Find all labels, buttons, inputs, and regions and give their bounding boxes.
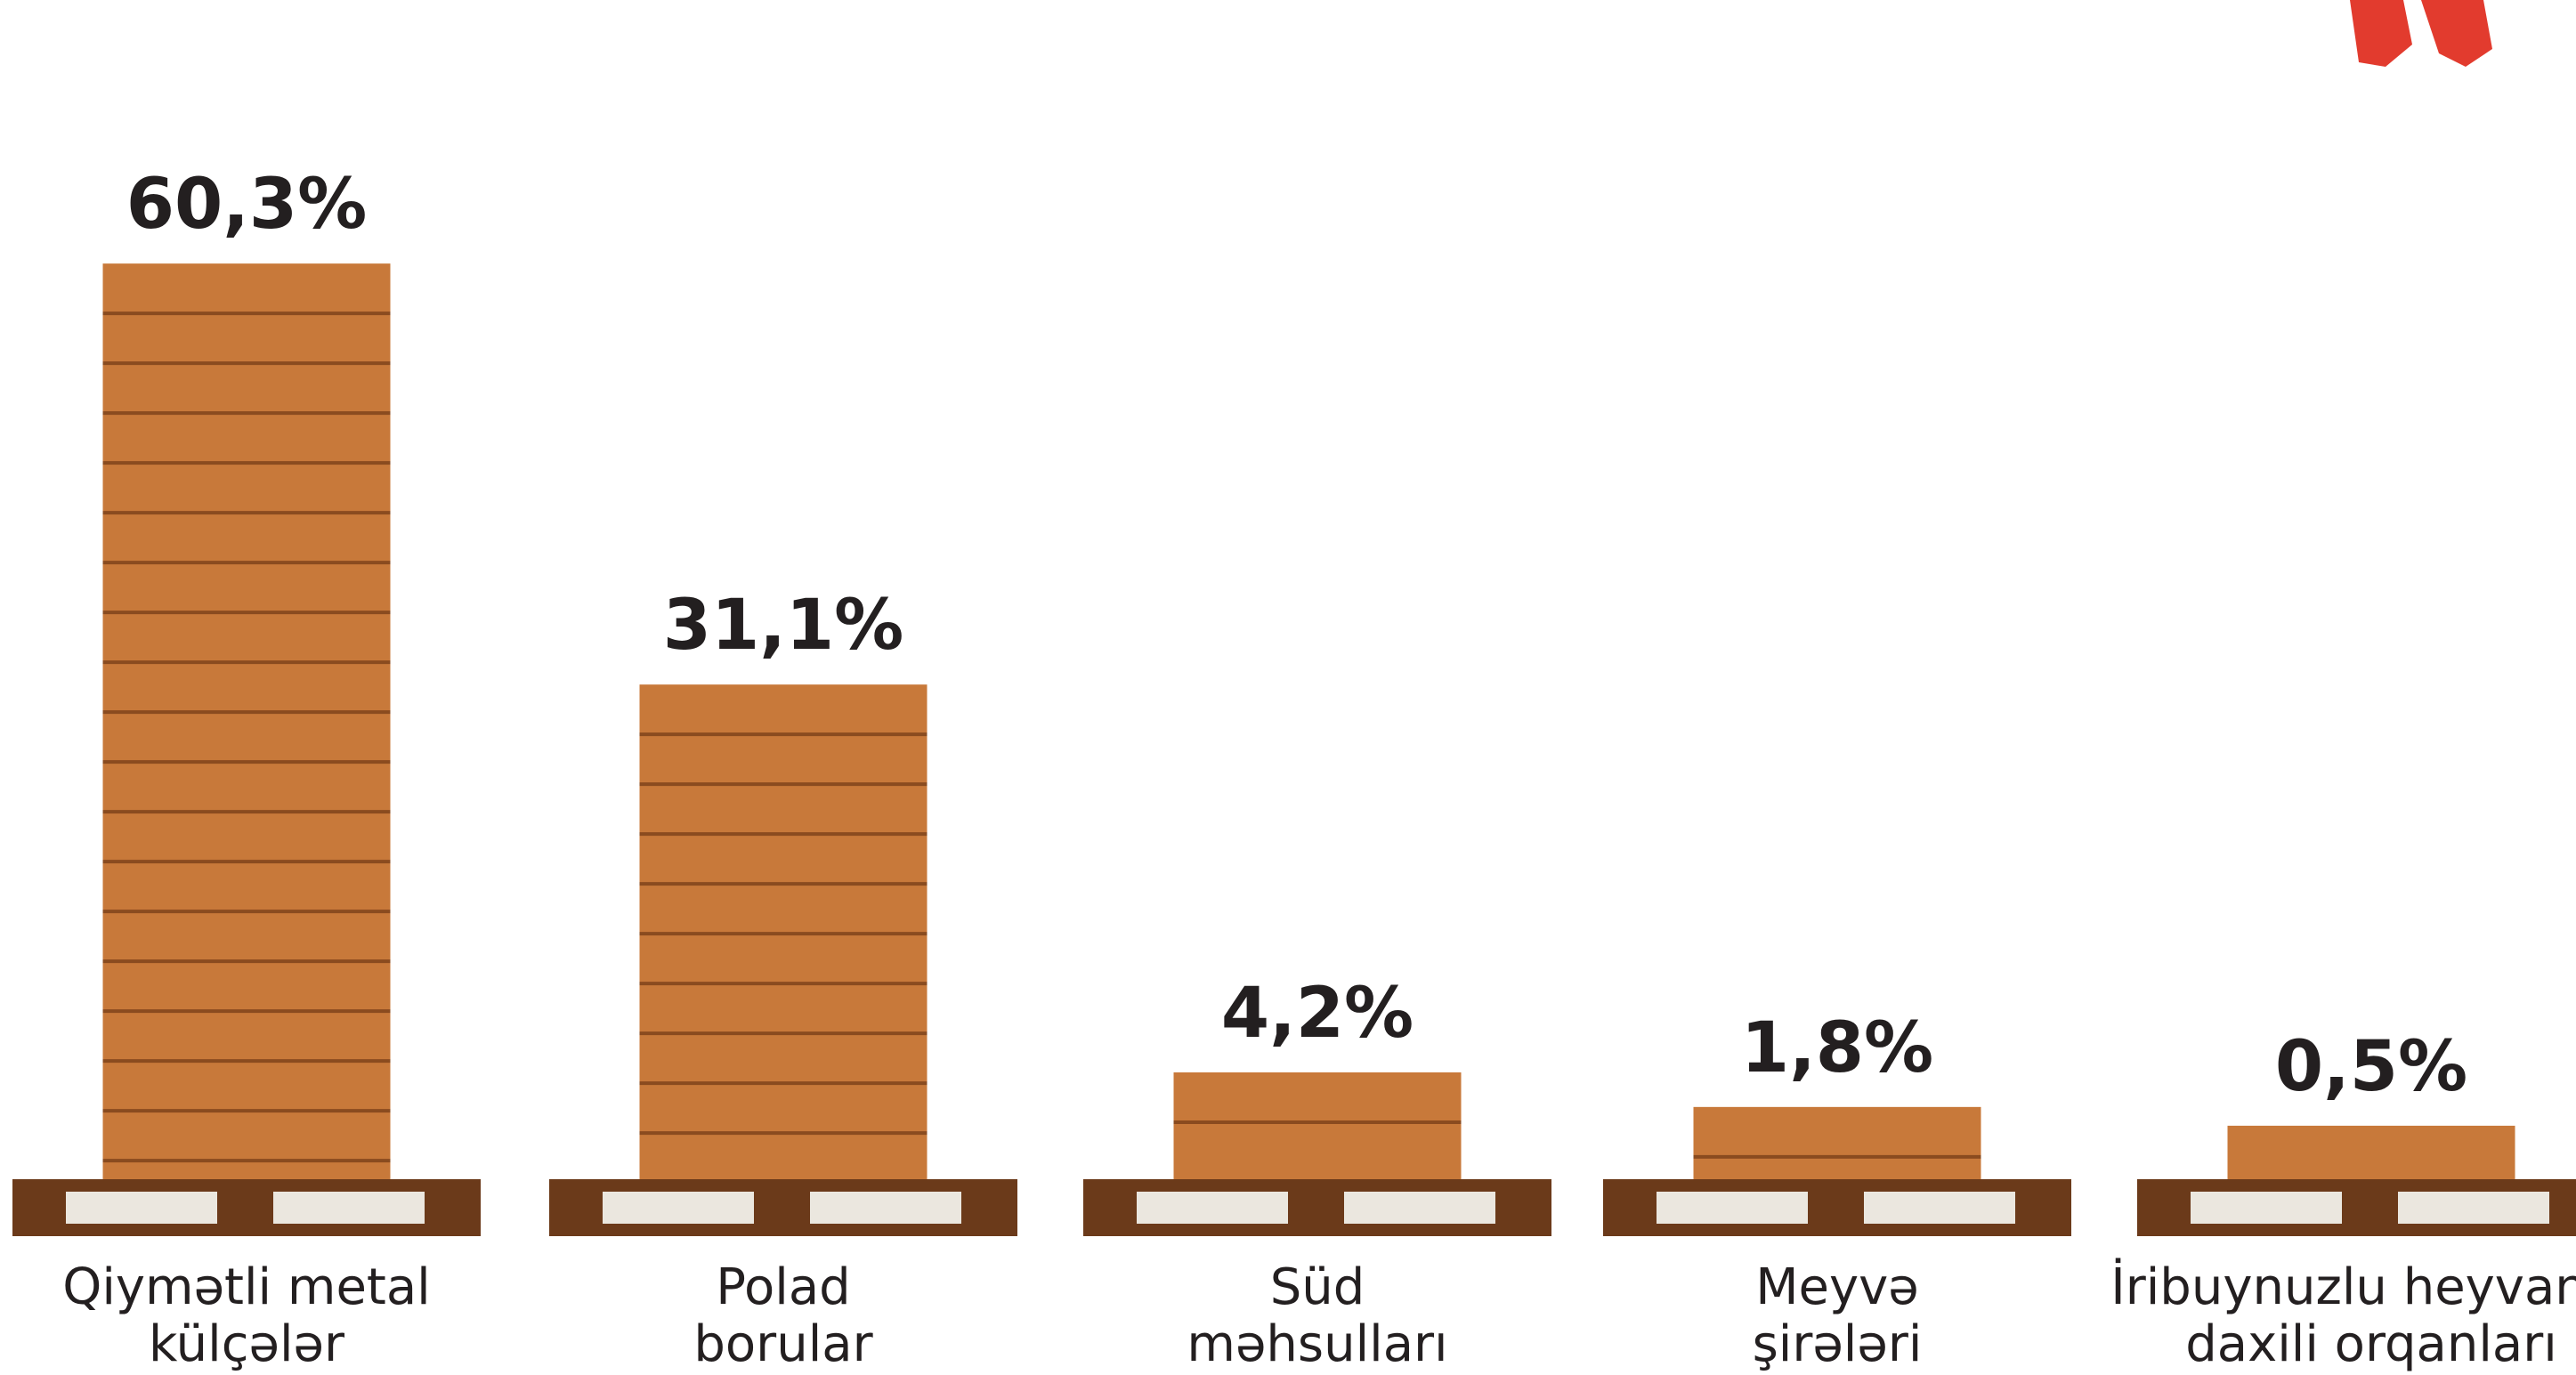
- bar: [1693, 1106, 1981, 1179]
- value-label: 0,5%: [2275, 1027, 2467, 1107]
- bar: [2227, 1125, 2515, 1179]
- pallet-board: [810, 1192, 961, 1224]
- pallet-board: [1864, 1192, 2015, 1224]
- x-tick-label: Polad: [716, 1258, 850, 1316]
- pallet-board: [2191, 1192, 2342, 1224]
- x-tick-label: borular: [693, 1315, 873, 1373]
- pallet-board: [1344, 1192, 1495, 1224]
- x-tick-label: məhsulları: [1187, 1315, 1447, 1373]
- bar: [1173, 1072, 1462, 1179]
- ribbon-decoration: [2350, 0, 2492, 67]
- x-tick-label: Qiymətli metal: [62, 1258, 431, 1316]
- pallet-board: [66, 1192, 217, 1224]
- value-label: 31,1%: [663, 586, 904, 666]
- value-label: 4,2%: [1221, 974, 1414, 1054]
- x-tick-label: Meyvə: [1755, 1258, 1919, 1316]
- x-tick-label: Süd: [1270, 1258, 1365, 1316]
- x-tick-label: daxili orqanları: [2185, 1315, 2557, 1373]
- value-label: 1,8%: [1741, 1008, 1933, 1088]
- x-tick-label: şirələri: [1753, 1315, 1923, 1373]
- x-tick-label: külçələr: [149, 1315, 345, 1373]
- pallet-board: [273, 1192, 425, 1224]
- pallet-board: [603, 1192, 754, 1224]
- x-tick-label: İribuynuzlu heyvanın: [2110, 1258, 2576, 1316]
- pallet-board: [1137, 1192, 1288, 1224]
- pallet-board: [1657, 1192, 1808, 1224]
- pallet-board: [2398, 1192, 2549, 1224]
- bar: [102, 263, 391, 1179]
- value-label: 60,3%: [126, 165, 368, 245]
- bar: [639, 684, 928, 1179]
